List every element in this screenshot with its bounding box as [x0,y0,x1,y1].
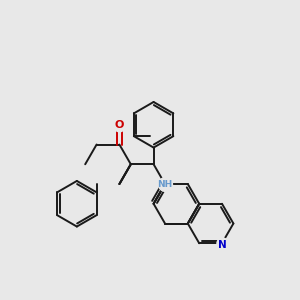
Text: N: N [218,240,226,250]
Text: O: O [115,120,124,130]
Text: NH: NH [158,179,172,188]
